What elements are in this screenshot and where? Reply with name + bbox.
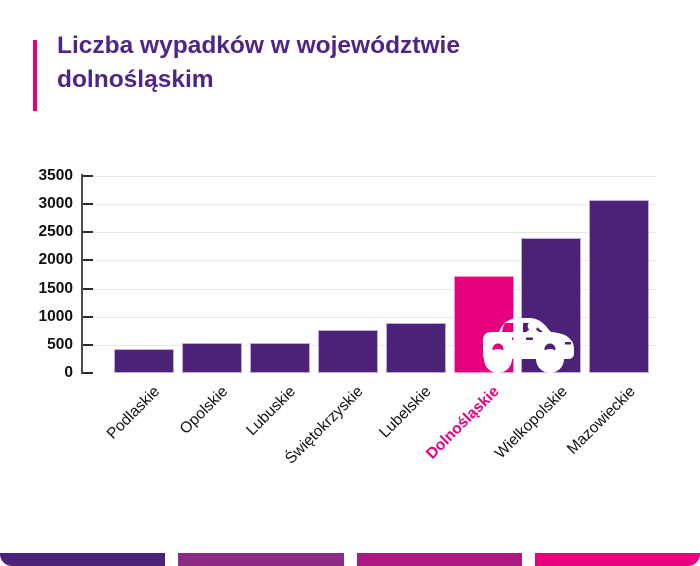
y-tick-label: 1500 [38,279,73,297]
x-tick-label-opolskie: Opolskie [176,383,231,438]
gridline-3500 [83,176,656,177]
gridline-2000 [83,260,656,262]
bar-podlaskie [114,348,174,373]
bar-lubelskie [385,322,446,373]
y-tick [83,287,93,290]
driver-torso [526,329,539,332]
y-tick-label: 500 [47,335,73,353]
y-tick [83,315,93,318]
driver-head [527,321,538,331]
title-accent-bar [33,40,37,111]
y-tick-label: 2000 [38,251,73,269]
bar-świętokrzyskie [317,329,378,373]
gridline-2500 [83,232,656,234]
y-tick-label: 0 [64,364,73,381]
bar-opolskie [181,342,242,373]
y-tick-label: 1000 [38,307,73,325]
y-tick [83,175,93,177]
y-axis-line [81,174,83,374]
x-tick-label-lubelskie: Lubelskie [376,383,435,442]
x-tick-label-lubuskie: Lubuskie [242,383,299,439]
page-title: Liczba wypadków w województwie dolnośląs… [57,32,460,93]
bar-mazowieckie [589,199,650,373]
gridline-1500 [83,288,656,290]
y-tick-label: 3500 [38,167,73,184]
footer-segment [534,553,700,566]
footer-segment [356,553,522,566]
y-tick [83,203,93,206]
y-tick [83,231,93,234]
car-icon [483,318,574,373]
y-tick [83,372,93,374]
bar-lubuskie [249,342,310,373]
footer-stripe [0,553,700,566]
x-tick-label-podlaskie: Podlaskie [103,383,164,443]
gridline-3000 [83,204,656,206]
footer-segment [0,553,166,566]
gridline-1000 [83,316,656,318]
y-tick [83,259,93,262]
y-tick-label: 2500 [38,223,73,241]
footer-segment [178,553,344,566]
x-tick-label-mazowieckie: Mazowieckie [563,383,639,458]
y-tick [83,343,93,346]
y-tick-label: 3000 [38,195,73,213]
